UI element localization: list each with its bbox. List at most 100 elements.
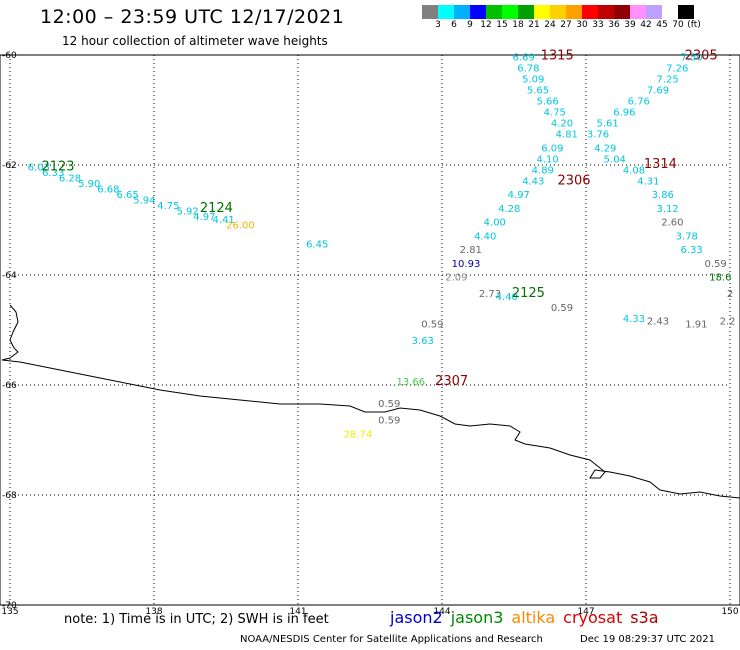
- pass-time-label: 2124: [200, 201, 233, 216]
- satellite-legend-s3a: s3a: [630, 608, 659, 627]
- wave-height-label: 2: [727, 289, 733, 300]
- wave-height-label: 3.86: [652, 190, 674, 201]
- wave-height-label: 4.20: [551, 119, 573, 130]
- scale-swatch: [662, 5, 678, 19]
- wave-height-label: 4.97: [193, 212, 215, 223]
- wave-height-label: 0.59: [421, 319, 443, 330]
- latitude-tick-label: -70: [2, 601, 17, 611]
- color-scale-bar: [422, 5, 694, 19]
- wave-height-label: 2.2: [720, 317, 736, 328]
- wave-height-label: 4.10: [536, 154, 558, 165]
- wave-height-label: 6.09: [541, 143, 563, 154]
- wave-height-label: 0.59: [378, 416, 400, 427]
- wave-height-label: 4.08: [623, 165, 645, 176]
- wave-height-label: 2.43: [647, 317, 669, 328]
- scale-label: 39: [624, 20, 636, 30]
- wave-height-label: 5.65: [527, 86, 549, 97]
- scale-swatch: [518, 5, 534, 19]
- scale-label: 24: [544, 20, 556, 30]
- wave-height-label: 4.81: [556, 130, 578, 141]
- longitude-tick-label: 150: [721, 607, 738, 617]
- scale-label: 30: [576, 20, 588, 30]
- longitude-tick-label: 138: [145, 607, 162, 617]
- longitude-tick-label: 147: [577, 607, 594, 617]
- wave-height-label: 6.69: [512, 53, 534, 64]
- wave-height-label: 6.65: [116, 190, 138, 201]
- pass-time-label: 2123: [41, 160, 74, 175]
- map-frame: [0, 54, 740, 606]
- wave-height-label: 4.89: [532, 165, 554, 176]
- scale-swatch: [646, 5, 662, 19]
- wave-height-label: 2.73: [479, 289, 501, 300]
- wave-height-label: 6.33: [42, 168, 64, 179]
- wave-height-label: 5.66: [536, 97, 558, 108]
- wave-height-label: 2.81: [460, 245, 482, 256]
- wave-height-label: 13.66: [396, 377, 425, 388]
- scale-swatch: [550, 5, 566, 19]
- scale-swatch: [470, 5, 486, 19]
- scale-label: 27: [560, 20, 572, 30]
- wave-height-label: 4.75: [544, 108, 566, 119]
- map-title: 12:00 – 23:59 UTC 12/17/2021: [40, 6, 345, 28]
- scale-swatch: [678, 5, 694, 19]
- wave-height-label: 0.59: [378, 399, 400, 410]
- scale-swatch: [614, 5, 630, 19]
- scale-label: 15: [496, 20, 508, 30]
- wave-height-label: 4.31: [637, 176, 659, 187]
- wave-height-label: 7.26: [666, 64, 688, 75]
- longitude-tick-label: 141: [289, 607, 306, 617]
- satellite-legend: jason2 jason3 altika cryosat s3a: [390, 608, 667, 627]
- scale-swatch: [422, 5, 438, 19]
- scale-label: 6: [451, 20, 457, 30]
- wave-height-label: 1.91: [685, 319, 707, 330]
- scale-swatch: [566, 5, 582, 19]
- latitude-tick-label: -66: [2, 381, 17, 391]
- scale-swatch: [598, 5, 614, 19]
- wave-height-label: 5.61: [596, 119, 618, 130]
- altimeter-observations: 1315 23056.696.785.095.655.664.754.204.81…: [28, 48, 736, 440]
- wave-height-label: 0.59: [704, 259, 726, 270]
- scale-label: 12: [480, 20, 492, 30]
- wave-height-label: 3.76: [587, 130, 609, 141]
- scale-swatch: [454, 5, 470, 19]
- color-scale-labels: 3 6 9 12 15 18 21 24 27 30 33 36 39 42 45 70 (ft): [422, 20, 740, 32]
- scale-swatch: [486, 5, 502, 19]
- scale-swatch: [534, 5, 550, 19]
- wave-height-label: 4.33: [623, 314, 645, 325]
- pass-time-label: 2307: [435, 374, 468, 389]
- wave-height-label: 6.45: [306, 240, 328, 251]
- wave-height-label: 4.43: [522, 176, 544, 187]
- wave-height-label: 3.63: [412, 336, 434, 347]
- scale-label: 21: [528, 20, 540, 30]
- scale-label: 42: [640, 20, 652, 30]
- satellite-legend-jason3: jason3: [450, 608, 504, 627]
- map-subtitle: 12 hour collection of altimeter wave hei…: [62, 34, 328, 48]
- scale-label: 9: [467, 20, 473, 30]
- wave-height-label: 7.25: [656, 75, 678, 86]
- wave-height-label: 3.12: [656, 204, 678, 215]
- wave-height-label: 5.04: [604, 154, 626, 165]
- wave-height-label: 4.29: [594, 143, 616, 154]
- satellite-legend-altika: altika: [511, 608, 556, 627]
- wave-height-label: 5.92: [176, 207, 198, 218]
- wave-height-label: 7.69: [647, 86, 669, 97]
- wave-height-label: 2.60: [661, 218, 683, 229]
- wave-height-label: 4.41: [212, 215, 234, 226]
- latitude-tick-label: -68: [2, 491, 17, 501]
- scale-label: 70: [672, 20, 684, 30]
- wave-height-label: 0.59: [551, 303, 573, 314]
- pass-time-label: 1314: [644, 157, 677, 172]
- scale-swatch: [502, 5, 518, 19]
- wave-height-label: 28.74: [344, 429, 373, 440]
- scale-label: 33: [592, 20, 604, 30]
- latitude-tick-label: -64: [2, 271, 17, 281]
- scale-label: 18: [512, 20, 524, 30]
- wave-height-label: 4.75: [157, 201, 179, 212]
- wave-height-label: 4.97: [508, 190, 530, 201]
- wave-height-label: 2.09: [445, 273, 467, 284]
- longitude-tick-label: 135: [1, 607, 18, 617]
- pass-time-label: 2306: [557, 173, 590, 188]
- wave-height-label: 18.6: [709, 273, 731, 284]
- satellite-legend-jason2: jason2: [390, 608, 443, 627]
- map-axis-ticks: 135 138 141 144 147 150 -60 -62 -64 -66 -68 -70: [1, 51, 738, 617]
